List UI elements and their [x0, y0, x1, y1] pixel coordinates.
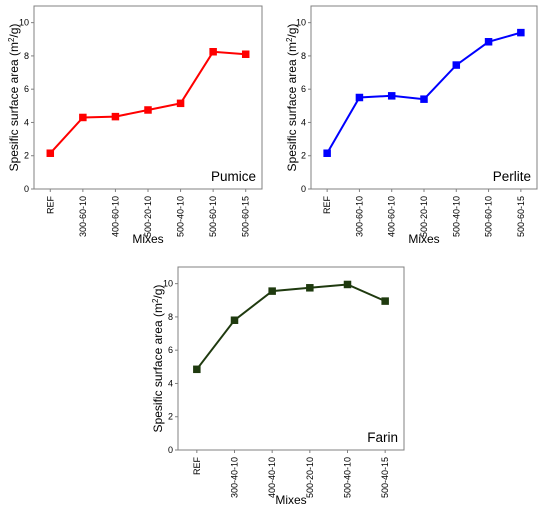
data-point — [111, 112, 120, 121]
x-tick-label: 300-60-10 — [78, 196, 88, 237]
x-tick-label: 500-60-10 — [208, 196, 218, 237]
y-tick-label: 4 — [168, 378, 173, 388]
x-tick-label: 400-40-10 — [267, 457, 277, 498]
x-axis-title: Mixes — [275, 493, 306, 507]
data-point — [452, 61, 461, 69]
x-tick-label: 500-40-10 — [176, 196, 186, 237]
y-tick-label: 8 — [301, 51, 306, 61]
y-tick-label: 2 — [24, 151, 29, 161]
x-axis-title: Mixes — [408, 232, 439, 246]
y-tick-label: 0 — [168, 445, 173, 455]
data-point — [517, 28, 525, 37]
y-tick-label: 4 — [24, 117, 29, 127]
y-axis-title-main: Spesific surface area (m — [7, 42, 21, 171]
x-tick-label: 500-20-10 — [143, 196, 153, 237]
plot-frame — [177, 266, 405, 451]
data-point — [387, 92, 396, 100]
x-tick-label: 400-60-10 — [110, 196, 120, 237]
data-point — [355, 93, 364, 102]
y-axis-title-main: Spesific surface area (m — [151, 303, 165, 432]
y-tick-label: 4 — [301, 117, 306, 127]
x-tick-label: 500-60-15 — [241, 196, 251, 237]
data-point — [420, 95, 428, 103]
x-tick-label: REF — [45, 195, 55, 214]
data-point — [484, 38, 493, 46]
data-point — [323, 149, 331, 157]
data-point — [343, 280, 352, 289]
panel-annotation: Farin — [367, 430, 398, 445]
data-point — [46, 149, 55, 157]
data-point — [241, 50, 250, 58]
y-tick-label: 8 — [24, 51, 29, 61]
x-tick-label: 300-60-10 — [354, 196, 364, 237]
x-tick-label: REF — [322, 195, 332, 214]
y-tick-label: 2 — [168, 412, 173, 422]
y-tick-label: 2 — [301, 151, 306, 161]
x-tick-label: 500-20-10 — [305, 457, 315, 498]
x-tick-label: 500-60-10 — [484, 196, 494, 237]
y-axis-title: Spesific surface area (m2/g) — [285, 24, 300, 172]
x-tick-label: 500-40-15 — [380, 457, 390, 498]
y-tick-label: 0 — [24, 184, 29, 194]
y-tick-label: 8 — [168, 312, 173, 322]
y-tick-label: 10 — [19, 18, 29, 28]
x-tick-label: 500-20-10 — [419, 196, 429, 237]
plot-frame — [33, 5, 263, 190]
x-tick-label: REF — [192, 456, 202, 475]
x-axis-title: Mixes — [132, 232, 163, 246]
chart-panel-3: 0 2 4 6 8 10 REF 300-40-10 400-40-10 500-20-10 500… — [151, 266, 405, 507]
chart-panel-2: 0 2 4 6 8 10 REF 300-60-10 400-60-10 500-20-10 500… — [285, 5, 538, 246]
y-axis-title-sup: 2 — [151, 298, 160, 303]
y-axis-title-sup: 2 — [285, 37, 294, 42]
chart-panel-1: 0 2 4 6 8 10 REF 300-60-10 400-60-10 500-20-10 500… — [7, 5, 263, 246]
data-point — [306, 284, 314, 292]
panel-annotation: Perlite — [493, 169, 531, 184]
series-line — [196, 283, 386, 370]
data-point — [209, 48, 217, 56]
panel-annotation: Pumice — [211, 169, 256, 184]
data-point — [144, 106, 152, 114]
series-line — [326, 31, 522, 154]
data-point — [381, 297, 389, 305]
data-point — [193, 365, 201, 374]
y-tick-label: 6 — [24, 84, 29, 94]
y-tick-label: 0 — [301, 184, 306, 194]
x-tick-label: 500-60-15 — [516, 196, 526, 237]
y-axis-title-end: /g) — [285, 24, 299, 38]
x-tick-label: 500-40-10 — [343, 457, 353, 498]
y-axis-title-end: /g) — [151, 285, 165, 299]
x-tick-label: 500-40-10 — [451, 196, 461, 237]
y-axis-title: Spesific surface area (m2/g) — [151, 285, 166, 433]
y-axis-title-main: Spesific surface area (m — [285, 42, 299, 171]
y-axis-title-end: /g) — [7, 24, 21, 38]
y-tick-label: 6 — [301, 84, 306, 94]
series-line — [49, 50, 246, 154]
y-tick-label: 6 — [168, 345, 173, 355]
y-axis-title: Spesific surface area (m2/g) — [7, 24, 22, 172]
y-tick-label: 10 — [296, 18, 306, 28]
x-tick-label: 300-40-10 — [230, 457, 240, 498]
data-point — [176, 99, 185, 108]
data-point — [79, 113, 87, 122]
data-point — [230, 316, 239, 324]
y-axis-title-sup: 2 — [7, 37, 16, 42]
data-point — [268, 287, 276, 295]
y-tick-label: 10 — [163, 279, 173, 289]
x-tick-label: 400-60-10 — [387, 196, 397, 237]
